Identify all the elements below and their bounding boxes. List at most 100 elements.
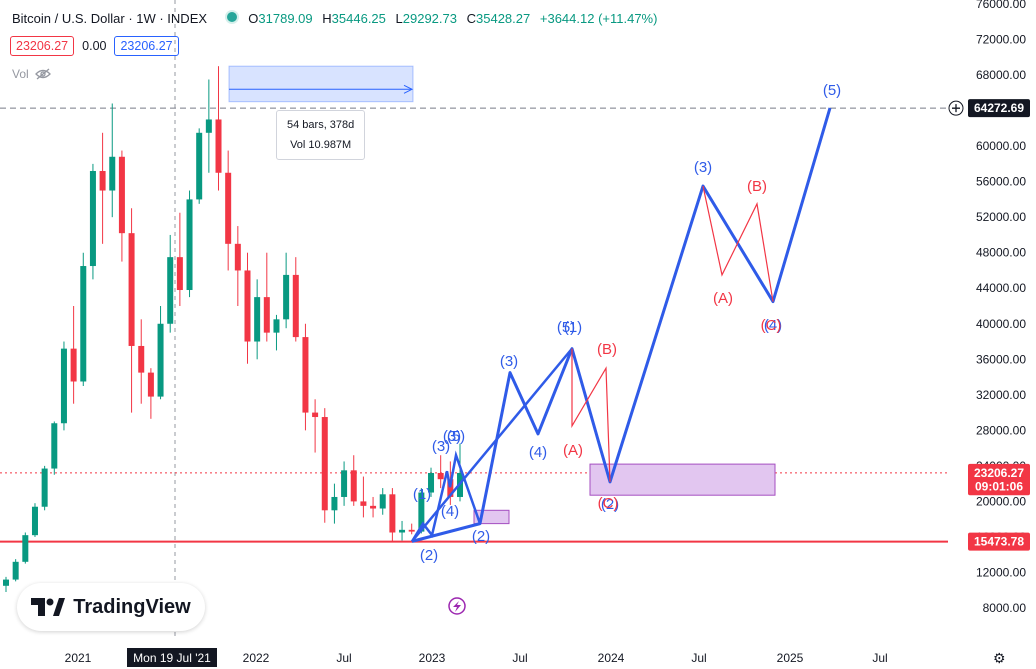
spread-value: 0.00 xyxy=(82,39,107,53)
candle-body xyxy=(51,423,58,469)
tradingview-logo[interactable]: TradingView xyxy=(17,583,205,631)
candle-body xyxy=(350,470,357,502)
candle-body xyxy=(244,270,251,342)
candle-body xyxy=(70,348,77,382)
target-zone-large[interactable] xyxy=(589,463,776,496)
candle-body xyxy=(360,501,367,506)
price-axis-label: 52000.00 xyxy=(976,210,1026,224)
tradingview-logo-icon xyxy=(31,598,66,616)
time-axis-label: 2023 xyxy=(419,651,446,665)
price-axis-label: 48000.00 xyxy=(976,246,1026,260)
market-status-icon xyxy=(224,10,239,24)
price-axis-label: 40000.00 xyxy=(976,317,1026,331)
crosshair-date-label: Mon 19 Jul '21 xyxy=(133,651,211,665)
price-axis-label: 60000.00 xyxy=(976,139,1026,153)
logo-text: TradingView xyxy=(73,595,191,618)
price-axis-label: 72000.00 xyxy=(976,33,1026,47)
price-tag-label: 15473.78 xyxy=(974,535,1024,549)
corrective-wave-2 xyxy=(702,185,774,302)
price-tag-label: 23206.27 xyxy=(974,466,1024,480)
candle-body xyxy=(341,470,348,497)
wave-label-blue: (3) xyxy=(432,438,450,455)
buy-price-button[interactable]: 23206.27 xyxy=(114,36,179,56)
volume-label: Vol xyxy=(12,67,29,81)
elliott-trend-line xyxy=(411,347,573,543)
wave-label-red: (C) xyxy=(761,317,782,334)
price-axis-label: 76000.00 xyxy=(976,0,1026,11)
candle-body xyxy=(99,170,106,191)
wave-label-red: (A) xyxy=(563,442,583,459)
wave-label-blue: (3) xyxy=(500,353,518,370)
candle-body xyxy=(321,417,328,511)
change-value: +3644.12 (+11.47%) xyxy=(539,11,658,26)
sell-price-button[interactable]: 23206.27 xyxy=(10,36,75,56)
candle-body xyxy=(263,297,270,333)
measure-bars-days: 54 bars, 378d xyxy=(287,119,355,131)
candle-body xyxy=(186,199,193,291)
wave-label-blue: (2) xyxy=(472,528,490,545)
eye-hidden-icon[interactable] xyxy=(34,68,51,80)
low-value: 29292.73 xyxy=(402,11,457,26)
candle-body xyxy=(283,274,290,320)
wave-label-blue: (1) xyxy=(413,486,431,503)
candle-body xyxy=(302,337,309,413)
wave-label-red: (A) xyxy=(713,290,733,307)
price-tag-label: 09:01:06 xyxy=(975,479,1023,493)
time-axis-label: 2021 xyxy=(65,651,92,665)
wave-label-blue: (2) xyxy=(420,547,438,564)
chart-header: Bitcoin / U.S. Dollar · 1W · INDEX O3178… xyxy=(12,10,663,26)
lightning-glyph xyxy=(453,601,461,612)
price-axis-label: 28000.00 xyxy=(976,423,1026,437)
candle-body xyxy=(205,119,212,133)
measure-volume: Vol 10.987M xyxy=(290,139,352,151)
symbol-title[interactable]: Bitcoin / U.S. Dollar · 1W · INDEX xyxy=(12,11,208,26)
settings-gear-icon[interactable]: ⚙ xyxy=(993,650,1006,666)
price-axis-label: 56000.00 xyxy=(976,175,1026,189)
price-tag-bg xyxy=(968,99,1030,118)
elliott-subwave[interactable] xyxy=(410,450,482,543)
candle-body xyxy=(408,529,415,532)
measure-tooltip: 54 bars, 378d Vol 10.987M xyxy=(276,110,366,160)
price-axis-label: 8000.00 xyxy=(983,601,1027,615)
volume-legend: Vol xyxy=(12,67,51,81)
candle-body xyxy=(12,561,19,580)
measure-range-box[interactable] xyxy=(228,65,414,103)
wave-label-red: (B) xyxy=(597,341,617,358)
wave-label-blue: (5) xyxy=(557,319,575,336)
wave-label-red: (B) xyxy=(747,178,767,195)
candle-body xyxy=(312,412,319,418)
price-axis-label: 44000.00 xyxy=(976,281,1026,295)
wave-label-blue: (1) xyxy=(564,319,582,336)
candle-body xyxy=(399,529,406,533)
candle-body xyxy=(379,494,386,509)
candle-body xyxy=(3,579,9,586)
candle-body xyxy=(41,468,48,507)
price-axis-label: 20000.00 xyxy=(976,494,1026,508)
candle-body xyxy=(31,506,38,536)
wave-label-blue: (4) xyxy=(529,444,547,461)
close-label: C xyxy=(466,11,477,26)
time-axis-label: 2025 xyxy=(777,651,804,665)
close-value: 35428.27 xyxy=(476,11,531,26)
time-axis-label: 2024 xyxy=(598,651,625,665)
price-axis-label: 12000.00 xyxy=(976,565,1026,579)
candle-body xyxy=(447,479,454,497)
candle-body xyxy=(196,132,203,200)
time-axis-label: Jul xyxy=(691,651,706,665)
time-axis-label: Jul xyxy=(336,651,351,665)
candle-body xyxy=(234,243,241,271)
candle-body xyxy=(370,505,377,509)
candle-body xyxy=(80,266,87,382)
price-tag-bg xyxy=(968,532,1030,551)
candle-body xyxy=(128,233,135,346)
candle-body xyxy=(167,257,174,324)
candle-body xyxy=(273,319,280,333)
wave-label-red: (C) xyxy=(598,495,619,512)
wave-label-blue: (4) xyxy=(764,317,782,334)
wave-label-blue: (3) xyxy=(443,428,461,445)
candle-body xyxy=(428,472,435,493)
candle-body xyxy=(89,170,96,267)
corrective-wave-1 xyxy=(571,348,611,482)
candle-body xyxy=(157,323,164,397)
